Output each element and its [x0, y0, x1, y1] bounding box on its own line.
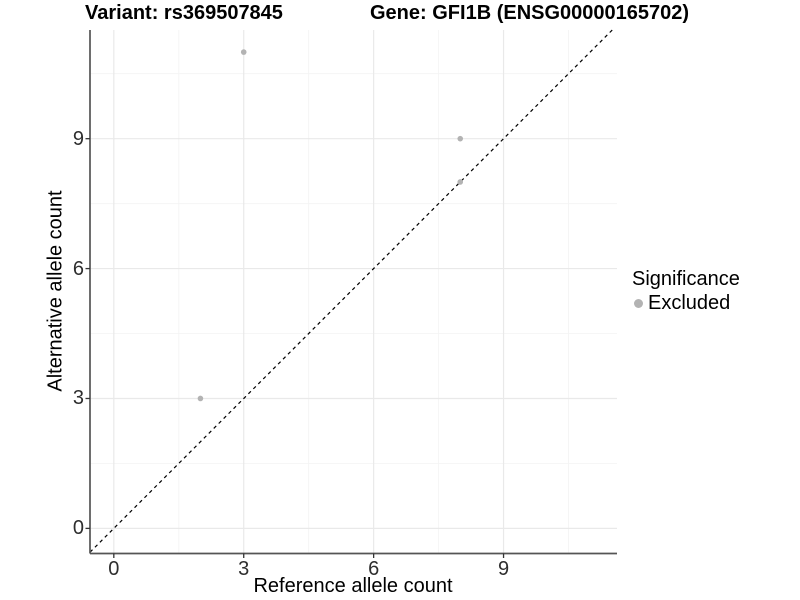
- legend-item-label: Excluded: [648, 292, 731, 314]
- x-tick-label: 3: [238, 558, 250, 580]
- y-tick-label: 6: [72, 257, 84, 280]
- legend: Significance Excluded: [632, 268, 740, 315]
- data-point: [240, 49, 247, 55]
- y-tick-label: 0: [72, 517, 84, 540]
- legend-title: Significance: [632, 268, 740, 290]
- x-axis-title: Reference allele count: [253, 575, 453, 597]
- plot-title-variant: Variant: rs369507845: [85, 2, 283, 24]
- legend-key-dot-icon: [634, 299, 643, 308]
- plot-title-gene: Gene: GFI1B (ENSG00000165702): [370, 2, 690, 24]
- data-point: [197, 395, 204, 402]
- y-tick-label: 9: [72, 127, 84, 150]
- legend-item: Excluded: [632, 292, 740, 315]
- data-point: [457, 179, 464, 185]
- x-tick-label: 6: [368, 558, 380, 580]
- identity-line: [89, 29, 613, 553]
- x-tick-label: 9: [497, 558, 510, 580]
- legend-items: Excluded: [632, 292, 740, 315]
- y-tick-label: 3: [72, 387, 84, 410]
- y-axis-title: Alternative allele count: [44, 190, 67, 392]
- x-tick-label: 0: [108, 558, 120, 580]
- data-point: [457, 135, 464, 142]
